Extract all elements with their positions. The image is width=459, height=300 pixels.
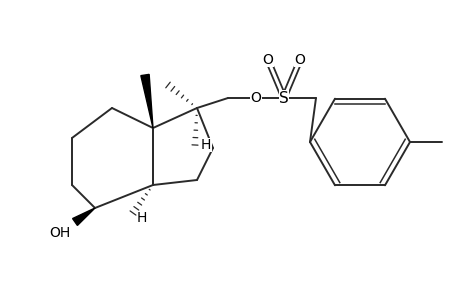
Text: O: O <box>262 53 273 67</box>
Text: H: H <box>137 211 147 225</box>
Text: O: O <box>250 91 261 105</box>
Text: O: O <box>294 53 305 67</box>
Polygon shape <box>73 208 95 225</box>
Polygon shape <box>140 74 153 128</box>
Text: H: H <box>201 138 211 152</box>
Text: OH: OH <box>50 226 71 240</box>
Text: S: S <box>279 91 288 106</box>
